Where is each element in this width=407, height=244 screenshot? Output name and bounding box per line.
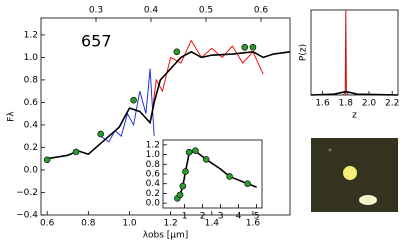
x-tick-label: 1.0 [122, 219, 137, 229]
x-tick-label: 0.8 [81, 219, 96, 229]
series-line [310, 90, 399, 96]
x-tick-label: 1.8 [339, 99, 354, 109]
data-point [244, 180, 251, 188]
y-tick-label: 0.0 [24, 165, 39, 175]
y-tick-label: 0.2 [146, 189, 160, 199]
x-tick-label: 3 [218, 212, 224, 222]
data-point [130, 96, 137, 104]
thumbnail-source [343, 166, 357, 180]
y-tick-label: 0.8 [24, 75, 39, 85]
y-tick-label: 0.4 [146, 179, 161, 189]
x-tick-label: 2.2 [385, 99, 399, 109]
x2-tick-label: 0.3 [89, 6, 103, 16]
y-tick-label: −0.2 [16, 188, 38, 198]
y-axis-label: P(z) [299, 44, 309, 61]
panel: 1.6 1.8 2.0 2.2 z P(z) [299, 9, 399, 121]
data-point [226, 173, 233, 180]
y-tick-label: −0.4 [16, 211, 38, 221]
y-tick-label: 0.6 [24, 98, 39, 108]
data-point [97, 130, 104, 138]
data-point [241, 43, 249, 51]
x-tick-label: 0.6 [40, 219, 55, 229]
y-tick-label: 0.0 [146, 199, 161, 209]
x-tick-label: 4 [236, 212, 242, 222]
panel: 0.6 0.8 1.0 1.2 1.4 1.60.3 0.4 0.5 0.6−0.4−0.20.… [7, 6, 291, 241]
x-tick-label: 2 [200, 212, 206, 222]
x-axis-label: λobs [μm] [143, 231, 189, 241]
data-point [192, 147, 199, 154]
y-tick-label: 1.2 [24, 30, 38, 40]
image-thumbnail [311, 138, 398, 212]
annotation: 657 [81, 32, 112, 51]
y-tick-label: 0.2 [24, 143, 38, 153]
data-point [185, 148, 193, 156]
y-tick-label: 1.0 [146, 150, 161, 160]
x-axis-label: z [352, 111, 357, 121]
x-tick-label: 1.6 [246, 219, 261, 229]
x-tick-label: 1.6 [315, 99, 330, 109]
data-point [249, 43, 257, 51]
y-tick-label: 1.2 [146, 140, 160, 150]
thumbnail-source [359, 195, 377, 205]
data-point [72, 148, 80, 156]
data-point [176, 191, 184, 199]
y-axis-label: Fλ [7, 111, 17, 122]
y-tick-label: 0.6 [146, 170, 161, 180]
x-tick-label: 1.2 [163, 219, 177, 229]
data-point [182, 168, 189, 175]
y-tick-label: 0.8 [146, 160, 161, 170]
data-point [173, 48, 181, 56]
y-tick-label: 1.0 [24, 53, 39, 63]
x-tick-label: 1.4 [205, 219, 220, 229]
x2-tick-label: 0.6 [254, 6, 269, 16]
series-line [47, 50, 291, 160]
series-line [100, 68, 155, 143]
x2-tick-label: 0.5 [199, 6, 213, 16]
data-point [179, 182, 187, 190]
x-tick-label: 5 [254, 212, 260, 222]
plot-area [310, 9, 399, 96]
y-tick-label: 0.4 [24, 120, 39, 130]
panel: 1 2 3 4 5 0.00.20.40.60.81.01.2 [146, 139, 263, 222]
thumbnail-speck [328, 148, 332, 152]
data-point [43, 156, 51, 164]
x2-tick-label: 0.4 [144, 6, 159, 16]
x-tick-label: 2.0 [362, 99, 377, 109]
data-point [202, 156, 210, 163]
x-tick-label: 1 [182, 212, 188, 222]
